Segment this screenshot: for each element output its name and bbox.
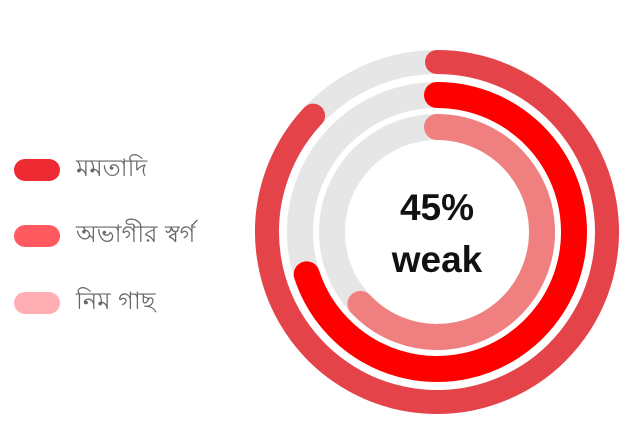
legend-swatch: [14, 159, 60, 181]
legend-item[interactable]: মমতাদি: [14, 150, 147, 190]
legend-label: নিম গাছ: [76, 287, 156, 315]
legend-item[interactable]: অভাগীর স্বর্গ: [14, 216, 195, 256]
radial-bar[interactable]: [347, 114, 555, 350]
radial-bar[interactable]: [255, 50, 619, 414]
legend-swatch: [14, 225, 60, 247]
legend-item[interactable]: নিম গাছ: [14, 283, 155, 323]
legend-label: মমতাদি: [76, 154, 148, 182]
center-value: 45%: [400, 187, 474, 228]
legend-swatch: [14, 292, 60, 314]
radial-bar[interactable]: [293, 82, 587, 382]
legend-label: অভাগীর স্বর্গ: [76, 220, 196, 248]
center-label: weak: [391, 239, 483, 280]
